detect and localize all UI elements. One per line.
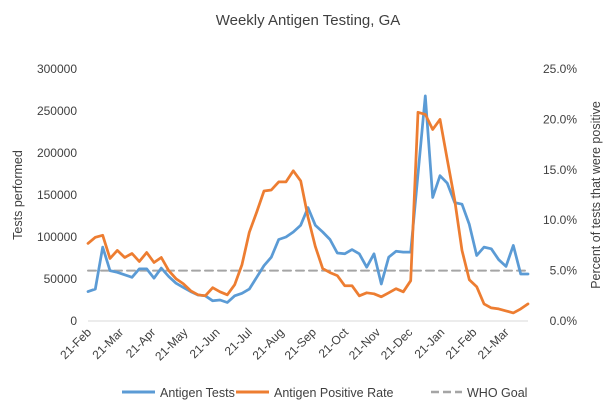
legend-item-antigen-positive-rate: Antigen Positive Rate (236, 386, 394, 400)
y2-tick-label: 0.0% (550, 314, 578, 328)
chart-title: Weekly Antigen Testing, GA (216, 12, 401, 29)
y2-axis-title: Percent of tests that were positive (589, 101, 603, 289)
x-tick-label: 21-Dec (378, 325, 415, 362)
x-tick-label: 21-Feb (57, 325, 94, 362)
legend: Antigen Tests Antigen Positive Rate WHO … (122, 386, 527, 400)
legend-label-who-goal: WHO Goal (467, 386, 527, 400)
x-tick-label: 21-Oct (316, 325, 352, 361)
y-tick-label: 50000 (44, 272, 78, 286)
y-tick-label: 150000 (37, 188, 77, 202)
x-tick-label: 21-Mar (89, 325, 126, 362)
series-layer (86, 94, 530, 315)
y2-tick-label: 25.0% (543, 62, 577, 76)
series-line-antigen-positive-rate (86, 110, 530, 315)
x-tick-label: 21-Jan (412, 325, 448, 361)
legend-item-antigen-tests: Antigen Tests (122, 386, 235, 400)
y2-tick-label: 10.0% (543, 213, 577, 227)
y-tick-label: 200000 (37, 146, 77, 160)
x-tick-label: 21-Jun (187, 325, 223, 361)
y-tick-label: 0 (70, 314, 77, 328)
y-tick-label: 300000 (37, 62, 77, 76)
y2-axis-ticks: 0.0% 5.0% 10.0% 15.0% 20.0% 25.0% (543, 62, 577, 328)
x-tick-label: 21-Feb (443, 325, 480, 362)
x-tick-label: 21-May (152, 325, 190, 363)
y2-tick-label: 5.0% (550, 264, 578, 278)
y-tick-label: 100000 (37, 230, 77, 244)
y-axis-ticks: 0 50000 100000 150000 200000 250000 300000 (37, 62, 77, 328)
legend-item-who-goal: WHO Goal (431, 386, 527, 400)
y-tick-label: 250000 (37, 104, 77, 118)
x-tick-label: 21-Nov (346, 325, 383, 362)
legend-label-antigen-positive-rate: Antigen Positive Rate (274, 386, 394, 400)
legend-label-antigen-tests: Antigen Tests (160, 386, 235, 400)
y2-tick-label: 15.0% (543, 163, 577, 177)
x-tick-label: 21-Mar (475, 325, 512, 362)
x-tick-label: 21-Sep (282, 325, 319, 362)
y2-tick-label: 20.0% (543, 112, 577, 126)
y-axis-title: Tests performed (11, 150, 25, 240)
x-tick-label: 21-Aug (250, 325, 287, 362)
